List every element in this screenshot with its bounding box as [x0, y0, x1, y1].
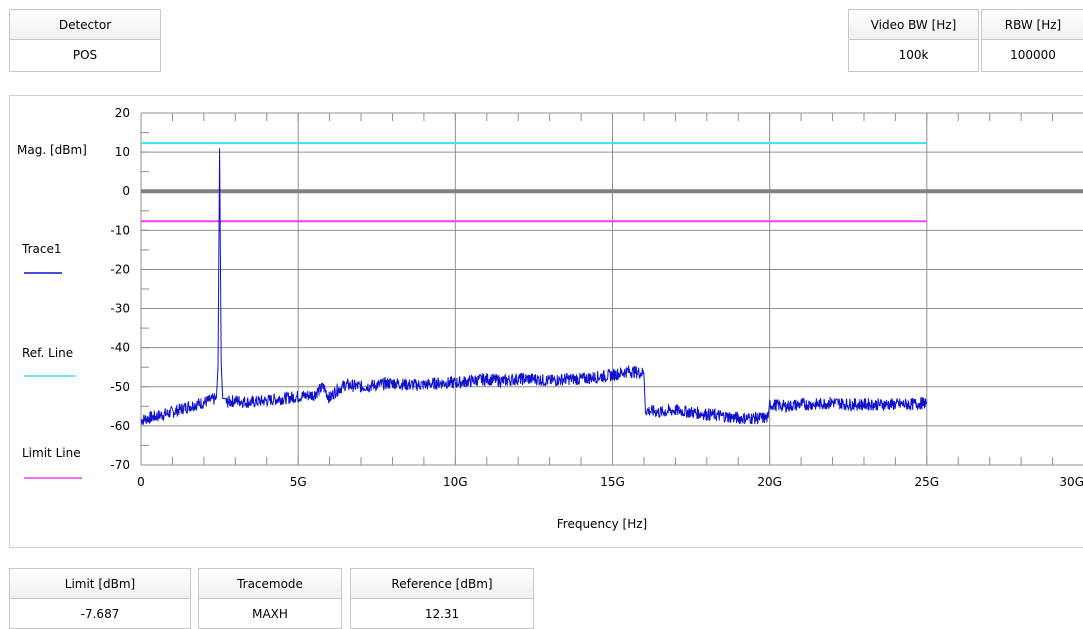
- limit-box: Limit [dBm] -7.687: [9, 568, 191, 629]
- reference-box: Reference [dBm] 12.31: [350, 568, 534, 629]
- video-bw-box: Video BW [Hz] 100k: [848, 9, 979, 72]
- tracemode-label: Tracemode: [199, 569, 341, 599]
- y-tick-label: 20: [115, 106, 130, 120]
- reference-label: Reference [dBm]: [351, 569, 533, 599]
- y-tick-label: -60: [110, 419, 130, 433]
- limit-label: Limit [dBm]: [10, 569, 190, 599]
- legend-trace1-label: Trace1: [21, 242, 61, 256]
- x-tick-label: 20G: [757, 475, 782, 489]
- trace-layer: [140, 148, 928, 425]
- reference-value: 12.31: [424, 607, 460, 621]
- y-axis-label: Mag. [dBm]: [17, 143, 87, 157]
- rbw-label: RBW [Hz]: [982, 10, 1083, 40]
- x-axis-label: Frequency [Hz]: [557, 517, 648, 531]
- grid-layer: [140, 112, 1083, 466]
- y-tick-label: 10: [115, 145, 130, 159]
- y-tick-label: -10: [110, 223, 130, 237]
- plot-panel: 20 10 0 -10 -20 -30 -40 -50 -60 -70 0 5G 10G 15G 20G 25…: [9, 95, 1083, 548]
- detector-box: Detector POS: [9, 9, 161, 72]
- tracemode-box: Tracemode MAXH: [198, 568, 342, 629]
- detector-value: POS: [72, 48, 98, 62]
- y-tick-label: -50: [110, 380, 130, 394]
- legend-limit-line-label: Limit Line: [22, 446, 81, 460]
- limit-value: -7.687: [80, 607, 120, 621]
- x-tick-label: 0: [137, 475, 145, 489]
- trace1-line: [140, 148, 928, 425]
- video-bw-value: 100k: [898, 48, 929, 62]
- y-tick-label: 0: [122, 184, 130, 198]
- reference-lines: [141, 142, 1083, 223]
- x-tick-label: 15G: [600, 475, 625, 489]
- y-tick-label: -40: [110, 341, 130, 355]
- rbw-box: RBW [Hz] 100000: [981, 9, 1083, 72]
- x-tick-label: 5G: [290, 475, 307, 489]
- x-tick-label: 30G: [1059, 475, 1083, 489]
- legend-ref-line-label: Ref. Line: [22, 346, 73, 360]
- video-bw-label: Video BW [Hz]: [849, 10, 978, 40]
- detector-label: Detector: [10, 10, 160, 40]
- y-tick-label: -20: [110, 262, 130, 276]
- spectrum-chart: 20 10 0 -10 -20 -30 -40 -50 -60 -70 0 5G 10G 15G 20G 25…: [17, 106, 1083, 531]
- axes-layer: 20 10 0 -10 -20 -30 -40 -50 -60 -70 0 5G 10G 15G 20G 25…: [110, 106, 1083, 489]
- tracemode-value: MAXH: [252, 607, 288, 621]
- rbw-value: 100000: [1010, 48, 1056, 62]
- x-tick-label: 10G: [443, 475, 468, 489]
- y-tick-label: -70: [110, 458, 130, 472]
- y-tick-label: -30: [110, 302, 130, 316]
- x-tick-label: 25G: [915, 475, 940, 489]
